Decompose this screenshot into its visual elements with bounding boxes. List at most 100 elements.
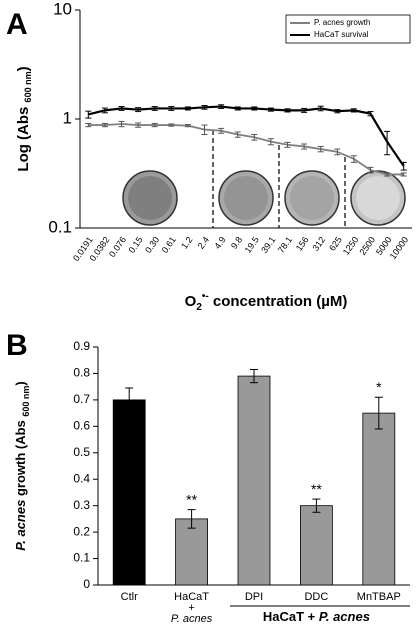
dish-content xyxy=(224,176,268,220)
y-tick-label: 0.6 xyxy=(73,419,90,433)
error-bar xyxy=(151,122,158,128)
x-tick-label: 312 xyxy=(310,235,327,253)
error-bar xyxy=(250,368,258,384)
x-tick-label: DPI xyxy=(245,591,263,603)
x-tick-label: 156 xyxy=(294,235,311,253)
error-bar xyxy=(218,127,225,134)
error-bar xyxy=(367,111,374,117)
y-tick-label: 0.3 xyxy=(73,498,90,512)
y-tick-label: 0.9 xyxy=(73,339,90,353)
group-label: HaCaT + P. acnes xyxy=(263,609,370,624)
bar xyxy=(299,505,333,586)
x-tick-label: P. acnes xyxy=(171,613,213,625)
y-label-part: growth (Abs xyxy=(13,417,28,500)
x-tick-label: 0.15 xyxy=(126,235,144,255)
error-bar xyxy=(400,172,407,177)
y-label-part: Log (Abs xyxy=(15,102,32,171)
x-tick-label: 2.4 xyxy=(196,235,211,251)
error-bar xyxy=(135,107,142,113)
error-bar xyxy=(251,134,258,141)
x-tick-label: + xyxy=(188,602,194,614)
error-bar xyxy=(184,106,191,111)
error-bar xyxy=(234,131,241,138)
error-bar xyxy=(334,109,341,114)
series-line xyxy=(88,105,405,167)
x-tick-label: 39.1 xyxy=(259,235,277,255)
error-bar xyxy=(118,120,125,128)
x-tick-label: 4.9 xyxy=(212,235,227,251)
y-label-part: P. acnes xyxy=(13,500,28,551)
y-tick-label: 0.8 xyxy=(73,366,90,380)
y-tick-label: 10 xyxy=(53,0,72,18)
panel-label: A xyxy=(6,8,28,41)
error-bar xyxy=(187,509,196,529)
x-axis-label: O2•- concentration (µM) xyxy=(185,291,348,313)
error-bar xyxy=(101,122,108,128)
error-bar xyxy=(367,166,374,174)
error-bar xyxy=(301,107,308,113)
dish-content xyxy=(128,176,172,220)
error-bar xyxy=(118,106,125,111)
bar xyxy=(237,375,271,586)
error-bar xyxy=(267,138,274,146)
x-tick-label: 1250 xyxy=(341,235,361,257)
y-tick-label: 0.1 xyxy=(48,217,72,236)
error-bar xyxy=(201,124,208,136)
error-bar xyxy=(284,108,291,113)
legend-label: P. acnes growth xyxy=(314,18,370,27)
x-label-part: concentration (µM) xyxy=(209,293,348,310)
error-bar xyxy=(267,107,274,112)
bar xyxy=(112,399,146,586)
x-tick-label: 0.61 xyxy=(160,235,178,255)
error-bar xyxy=(85,110,92,119)
error-bar xyxy=(317,105,324,112)
error-bar xyxy=(350,155,357,163)
y-tick-label: 0.1 xyxy=(73,551,90,565)
error-bar xyxy=(125,387,134,413)
group-label-part: P. acnes xyxy=(319,609,370,624)
x-label-part: •- xyxy=(202,291,209,302)
error-bar xyxy=(301,143,308,150)
significance-label: ** xyxy=(311,481,322,497)
error-bar xyxy=(201,105,208,110)
y-label-part: 600 nm xyxy=(23,71,33,102)
error-bar xyxy=(101,107,108,114)
group-label-part: HaCaT + xyxy=(263,609,319,624)
bar xyxy=(175,518,209,586)
y-axis-label: Log (Abs 600 nm) xyxy=(15,66,33,171)
x-tick-label: HaCaT xyxy=(174,591,209,603)
y-tick-label: 0.5 xyxy=(73,445,90,459)
error-bar xyxy=(251,106,258,111)
error-bar xyxy=(350,108,357,113)
x-tick-label: 19.5 xyxy=(243,235,261,255)
dish xyxy=(284,170,340,226)
dashed-separators xyxy=(212,130,346,228)
x-tick-label: Ctlr xyxy=(121,591,138,603)
bar xyxy=(362,412,396,586)
error-bar xyxy=(184,124,191,128)
y-label-part: 600 nm xyxy=(21,386,31,417)
y-tick-label: 1 xyxy=(63,108,72,127)
y-label-part: ) xyxy=(13,381,28,385)
error-bar xyxy=(85,122,92,128)
y-tick-label: 0.4 xyxy=(73,471,90,485)
error-bar xyxy=(151,106,158,111)
error-bar xyxy=(218,104,225,109)
dish-content xyxy=(356,176,400,220)
error-bar xyxy=(317,145,324,153)
panel-label: B xyxy=(6,329,28,362)
error-bar xyxy=(312,498,321,513)
y-label-part: ) xyxy=(15,66,32,71)
error-bar xyxy=(234,106,241,111)
x-label-part: 2 xyxy=(196,302,202,313)
x-tick-label: 2500 xyxy=(357,235,377,257)
x-tick-label: MnTBAP xyxy=(357,591,401,603)
x-tick-label: 0.076 xyxy=(107,235,128,259)
error-bar xyxy=(384,172,391,177)
x-tick-label: DDC xyxy=(304,591,328,603)
x-tick-label: 1.2 xyxy=(179,235,194,251)
y-tick-label: 0.2 xyxy=(73,524,90,538)
series-line xyxy=(88,123,404,176)
dish-content xyxy=(290,176,334,220)
error-bar xyxy=(334,148,341,156)
